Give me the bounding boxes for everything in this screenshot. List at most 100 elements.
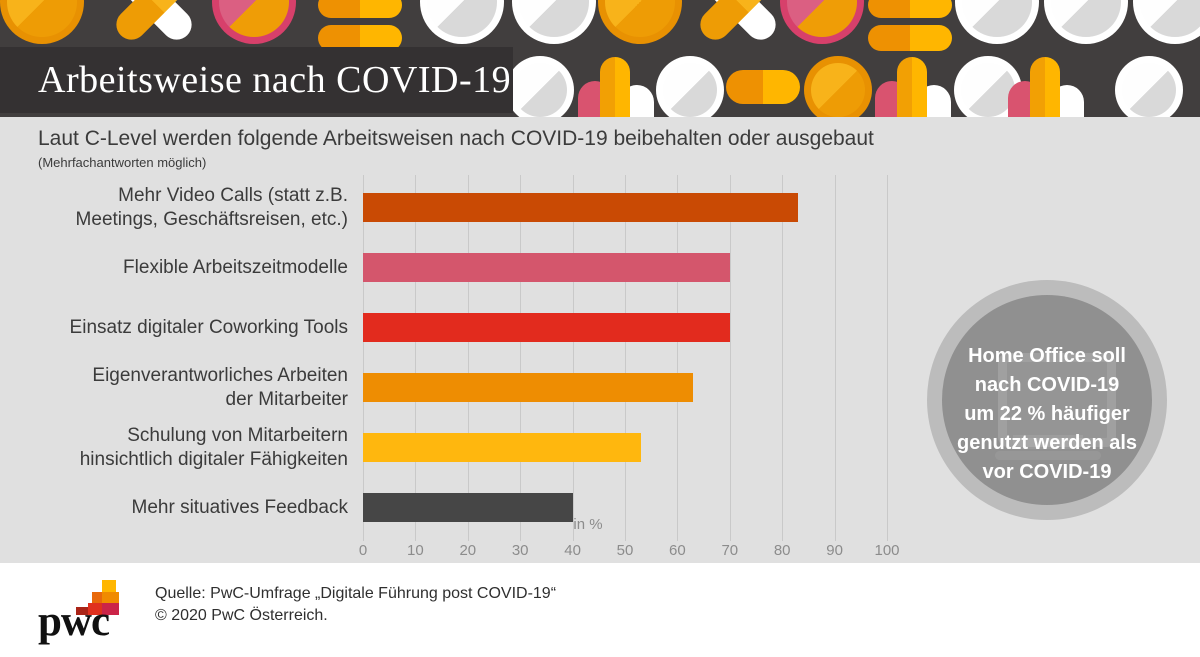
gridline [467,175,469,541]
monitor-base-icon [1013,435,1083,449]
orange-pill-icon [897,57,927,117]
axis-tick: 90 [826,542,843,559]
bar-label: Mehr situatives Feedback [20,478,349,538]
chart-note: (Mehrfachantworten möglich) [38,155,207,170]
gridline [625,175,626,541]
axis-tick: 70 [721,542,739,559]
gridline [677,175,679,541]
pill-cluster-icon [1008,55,1084,117]
chart-gridlines [363,175,889,541]
gridline [415,175,417,541]
white-pill-icon [1115,56,1183,117]
capsule-icon [318,0,402,18]
orange-pill-icon [598,0,682,44]
axis-tick: 60 [669,542,686,559]
bar-label-text: Flexible Arbeitszeitmodelle [123,257,348,278]
capsule-icon [868,25,952,51]
mosaic-block [102,603,119,615]
orange-pill-icon [804,56,872,117]
gridline [834,175,836,541]
crossed-capsules-icon [108,0,200,48]
pink-pill-icon [212,0,296,44]
bar [363,313,730,342]
bar-label-text: Schulung von Mitarbeitern hinsichtlich d… [79,425,348,470]
bar-label-text: Eigenverantworliches Arbeiten der Mitarb… [92,365,348,410]
orange-pill-icon [0,0,84,44]
footer: pwc Quelle: PwC-Umfrage „Digitale Führun… [0,563,1200,657]
source-line: Quelle: PwC-Umfrage „Digitale Führung po… [155,585,557,602]
pwc-logo-mosaic [70,580,122,616]
bar-label: Flexible Arbeitszeitmodelle [20,238,348,298]
capsule-icon [318,25,402,51]
white-pill-icon [656,56,724,117]
bar-label: Schulung von Mitarbeitern hinsichtlich d… [20,418,348,478]
pwc-logo: pwc [38,571,148,651]
axis-tick: 50 [616,542,634,559]
home-office-callout: Home Office soll nach COVID-19 um 22 % h… [927,280,1167,520]
capsule-pair-icon [318,0,402,58]
chart-subtitle: Laut C-Level werden folgende Arbeitsweis… [38,127,874,150]
white-pill-icon [506,56,574,117]
pill-inner [427,0,497,37]
axis-tick: 100 [874,542,900,559]
gridline [363,175,364,541]
bar [363,373,694,402]
bar [363,493,573,522]
white-pill-icon [1044,0,1128,44]
pill-inner [1140,0,1200,37]
pill-inner [7,0,77,37]
crossed-capsules-icon [692,0,784,48]
header-band: Arbeitsweise nach COVID-19 [0,0,1200,117]
callout-inner-circle: Home Office soll nach COVID-19 um 22 % h… [942,295,1152,505]
capsule-icon [868,0,952,18]
white-pill-icon [955,0,1039,44]
white-pill-icon [954,56,1022,117]
white-pill-icon [1133,0,1200,44]
pwc-logo-text: pwc [38,598,110,645]
monitor-foot-icon [995,451,1101,460]
bar-label-text: Mehr Video Calls (statt z.B. Meetings, G… [75,185,348,230]
mosaic-block [102,580,116,592]
pill-inner [1051,0,1121,37]
axis-tick: 20 [459,542,477,559]
pill-inner [519,0,589,37]
page-title: Arbeitsweise nach COVID-19 [38,59,512,101]
orange-pill-icon [600,57,630,117]
pill-inner [962,0,1032,37]
pill-cluster-icon [875,55,951,117]
pill-inner [663,63,717,117]
axis-ticks: 0 10 20 30 40 50 60 70 80 90 100 [359,542,900,560]
white-pill-icon [420,0,504,44]
bar-label: Eigenverantworliches Arbeiten der Mitarb… [20,358,348,418]
bar-label-text: Einsatz digitaler Coworking Tools [69,317,348,338]
mosaic-block [92,592,102,603]
axis-unit-label: in % [573,516,603,533]
capsule-pair-icon [868,0,952,58]
capsule-icon [726,70,800,104]
pill-inner [605,0,675,37]
axis-tick: 10 [407,542,424,559]
bar-label-text: Mehr situatives Feedback [131,497,349,518]
mosaic-block [76,607,88,615]
pill-inner [219,0,289,37]
gridline [887,175,888,541]
bar-chart [363,193,889,553]
pill-inner [811,63,865,117]
axis-tick: 80 [773,542,791,559]
bar-label: Einsatz digitaler Coworking Tools [20,298,348,358]
white-pill-icon [512,0,596,44]
axis-tick: 0 [358,542,368,559]
bar [363,193,798,222]
source-block: Quelle: PwC-Umfrage „Digitale Führung po… [155,583,556,627]
gridline [520,175,522,541]
bar [363,253,730,282]
bar-label: Mehr Video Calls (statt z.B. Meetings, G… [20,178,348,238]
copyright-line: © 2020 PwC Österreich. [155,607,328,624]
gridline [729,175,731,541]
callout-text: Home Office soll nach COVID-19 um 22 % h… [956,345,1138,483]
pill-inner [961,63,1015,117]
orange-pill-icon [1030,57,1060,117]
pill-inner [513,63,567,117]
bar [363,433,641,462]
